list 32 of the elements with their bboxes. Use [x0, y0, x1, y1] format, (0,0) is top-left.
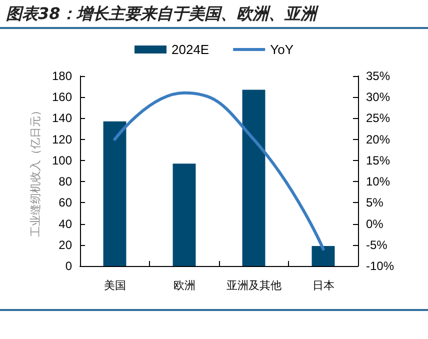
x-tick-label: 亚洲及其他 — [226, 279, 282, 292]
y-tick-label: 180 — [52, 69, 72, 83]
y-tick-label: 100 — [52, 153, 72, 168]
y-tick-label: 120 — [52, 132, 72, 146]
bar — [242, 90, 266, 266]
y2-tick-label: -5% — [366, 238, 388, 252]
bar — [103, 121, 126, 266]
y-tick-label: 0 — [65, 259, 72, 273]
y2-tick-label: 25% — [366, 111, 390, 126]
y2-tick-label: -10% — [366, 259, 394, 273]
y-tick-label: 140 — [52, 111, 72, 126]
bar — [312, 246, 335, 266]
y2-tick-label: 15% — [366, 153, 390, 168]
y-tick-label: 80 — [58, 174, 72, 189]
y2-tick-label: 10% — [366, 174, 390, 189]
y2-tick-label: 5% — [366, 196, 384, 210]
y-tick-label: 160 — [52, 90, 72, 104]
y2-tick-label: 30% — [366, 90, 390, 104]
y2-tick-label: 20% — [366, 132, 390, 146]
y-tick-label: 60 — [58, 196, 72, 210]
bar — [172, 164, 196, 266]
legend-label: 2024E — [172, 42, 210, 57]
y-tick-label: 40 — [58, 216, 72, 231]
y2-tick-label: 35% — [366, 69, 390, 83]
chart-title: 图表38：增长主要来自于美国、欧洲、亚洲 — [6, 4, 316, 25]
x-tick-label: 美国 — [104, 279, 126, 292]
x-tick-label: 欧洲 — [173, 279, 196, 292]
y2-tick-label: 0% — [366, 216, 384, 231]
legend-label: YoY — [270, 42, 294, 57]
x-tick-label: 日本 — [312, 279, 334, 292]
y-tick-label: 20 — [58, 238, 72, 252]
y-axis-title: 工业缝纫机收入（亿日元） — [29, 105, 42, 237]
